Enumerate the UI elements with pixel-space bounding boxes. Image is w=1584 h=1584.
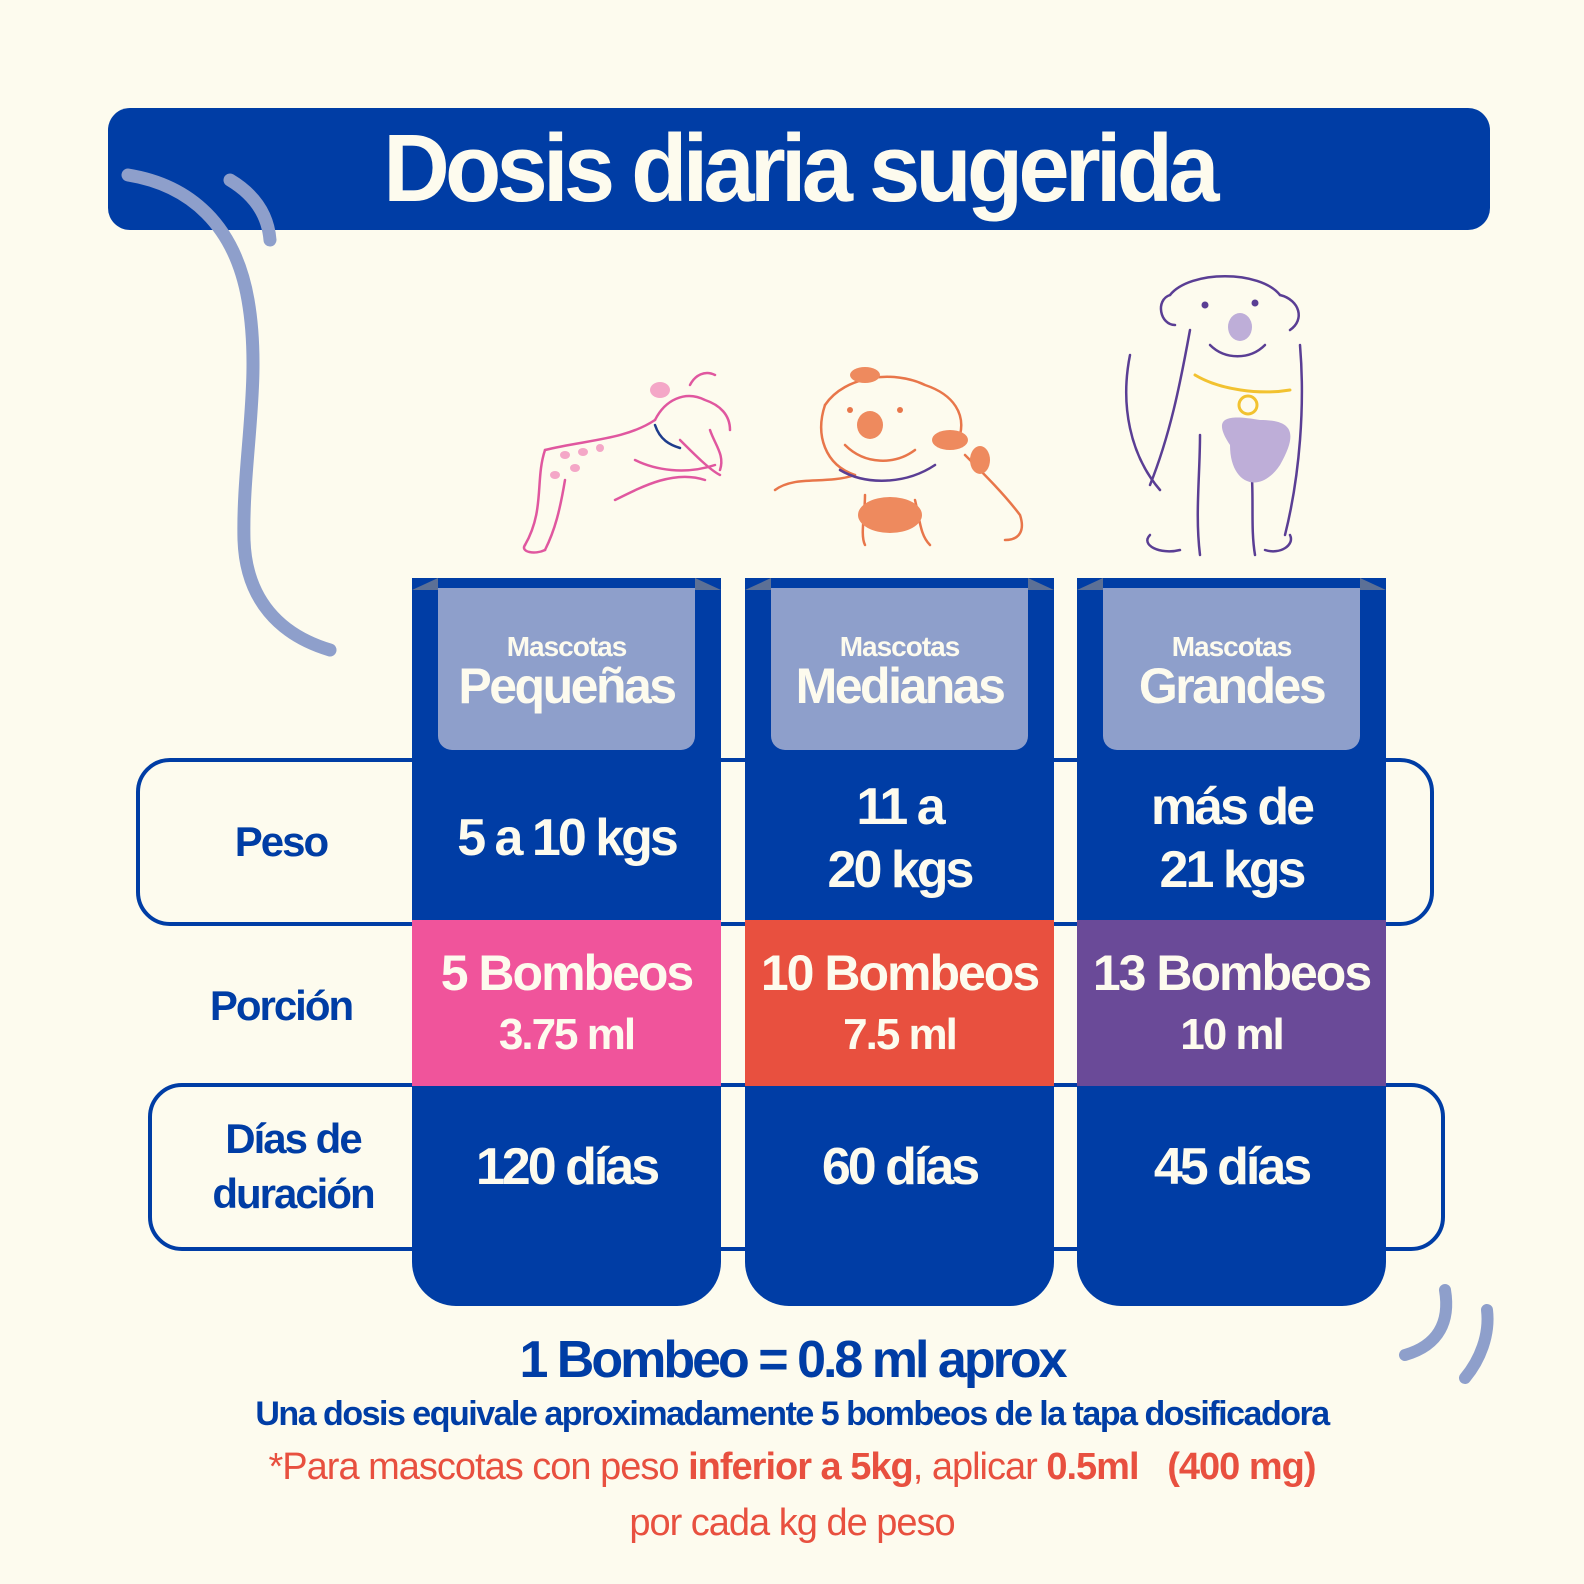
dias-value: 60 días: [821, 1138, 980, 1196]
column-cap-right: [1028, 578, 1054, 590]
large-dog-illustration-icon: [1125, 275, 1304, 557]
dias-value: 120 días: [475, 1138, 660, 1196]
page-title: Dosis diaria sugerida: [383, 115, 1219, 222]
column-header-tab: Mascotas Pequeñas: [438, 588, 695, 750]
column-cap-right: [695, 578, 721, 590]
row-label-peso: Peso: [234, 817, 329, 865]
title-banner: [108, 108, 1490, 230]
porcion-value: 13 Bombeos 10 ml: [1077, 920, 1386, 1086]
column-small-pets: Mascotas Pequeñas 5 a 10 kgs 5 Bombeos 3…: [412, 578, 721, 1306]
dose-note: Una dosis equivale aproximadamente 5 bom…: [255, 1395, 1330, 1433]
peso-value: 11 a 20 kgs: [827, 777, 975, 899]
small-dog-illustration-icon: [522, 371, 732, 554]
column-cap-right: [1360, 578, 1386, 590]
column-header-tab: Mascotas Grandes: [1103, 588, 1360, 750]
column-large-pets: Mascotas Grandes más de 21 kgs 13 Bombeo…: [1077, 578, 1386, 1306]
porcion-value: 5 Bombeos 3.75 ml: [412, 920, 721, 1086]
porcion-value: 10 Bombeos 7.5 ml: [745, 920, 1054, 1086]
column-medium-pets: Mascotas Medianas 11 a 20 kgs 10 Bombeos…: [745, 578, 1054, 1306]
column-cap-left: [745, 578, 771, 590]
row-label-porcion: Porción: [209, 981, 354, 1029]
column-header-tab: Mascotas Medianas: [771, 588, 1028, 750]
column-cap-left: [1077, 578, 1103, 590]
row-label-dias: Días de duración: [212, 1115, 375, 1217]
small-pet-note-line2: por cada kg de peso: [629, 1502, 955, 1544]
medium-dog-illustration-icon: [773, 367, 1024, 547]
peso-value: 5 a 10 kgs: [457, 809, 679, 868]
dias-value: 45 días: [1153, 1138, 1312, 1196]
small-pet-note: *Para mascotas con peso inferior a 5kg, …: [268, 1446, 1317, 1488]
column-cap-left: [412, 578, 438, 590]
peso-value: más de 21 kgs: [1150, 777, 1315, 899]
bombeo-equivalence: 1 Bombeo = 0.8 ml aprox: [519, 1331, 1067, 1389]
